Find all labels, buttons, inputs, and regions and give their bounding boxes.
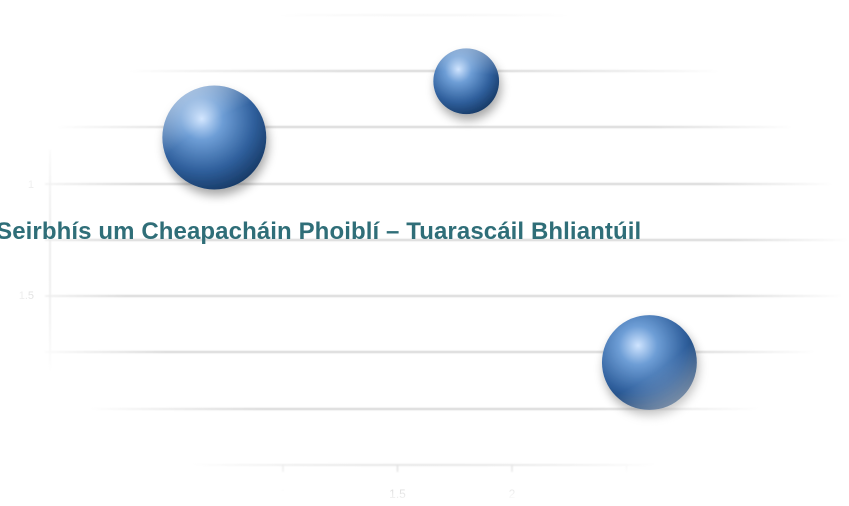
banner-text: tSeirbhís um Cheapacháin Phoiblí – Tuara…	[0, 218, 642, 245]
banner: tSeirbhís um Cheapacháin Phoiblí – Tuara…	[0, 212, 849, 258]
